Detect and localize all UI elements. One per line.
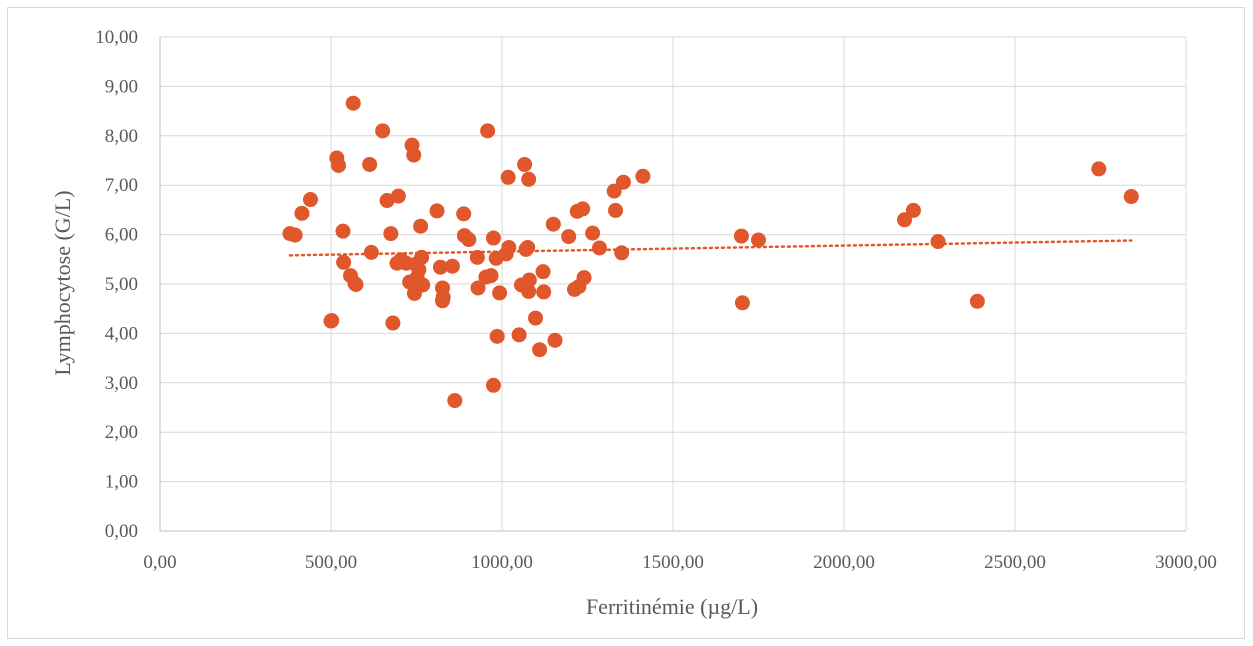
data-point (734, 295, 750, 311)
data-point (444, 258, 460, 274)
data-point (483, 268, 499, 284)
data-point (751, 232, 766, 248)
y-tick-label: 9,00 (105, 76, 138, 97)
y-axis-title: Lymphocytose (G/L) (50, 190, 75, 375)
data-point (511, 327, 527, 343)
data-point (434, 293, 450, 309)
data-point (521, 283, 537, 299)
data-point (383, 226, 399, 242)
data-point (485, 377, 501, 393)
x-tick-label: 2500,00 (984, 552, 1046, 573)
data-point (733, 228, 749, 244)
data-point (335, 223, 351, 239)
data-point (406, 147, 422, 163)
data-point (897, 212, 913, 228)
y-tick-label: 6,00 (105, 225, 138, 246)
data-point (348, 276, 364, 292)
data-point (429, 203, 445, 219)
x-tick-labels: 0,00 500,00 1000,00 1500,00 2000,00 2500,00 30… (143, 552, 1217, 573)
data-point (905, 202, 921, 218)
data-point (517, 156, 533, 172)
data-point (411, 262, 427, 278)
data-point (447, 393, 463, 409)
data-point (363, 244, 379, 260)
x-tick-label: 2000,00 (813, 552, 875, 573)
data-point (345, 95, 361, 111)
y-tick-label: 4,00 (105, 323, 138, 344)
trendline-layer (288, 239, 1133, 257)
data-point (1123, 189, 1139, 205)
y-tick-labels: 0,00 1,00 2,00 3,00 4,00 5,00 6,00 7,00 8,00 9,00… (95, 27, 138, 542)
data-point (432, 259, 448, 275)
data-point (585, 225, 601, 241)
data-point (615, 174, 631, 190)
data-point (930, 234, 946, 250)
data-point (969, 293, 985, 309)
data-point (413, 218, 429, 234)
data-point (379, 193, 395, 209)
data-point (461, 232, 477, 248)
x-tick-label: 500,00 (305, 552, 357, 573)
y-tick-label: 1,00 (105, 472, 138, 493)
x-axis-title: Ferritinémie (µg/L) (586, 594, 758, 619)
data-point (520, 239, 536, 255)
data-point (521, 171, 537, 187)
y-tick-label: 8,00 (105, 126, 138, 147)
data-point (336, 254, 352, 270)
y-tick-label: 2,00 (105, 422, 138, 443)
data-point (375, 123, 391, 139)
x-tick-label: 0,00 (143, 552, 176, 573)
data-point (456, 206, 472, 222)
data-point (501, 239, 517, 255)
data-point (606, 183, 622, 199)
data-point (331, 157, 347, 173)
data-point (324, 313, 340, 329)
data-point (390, 188, 406, 204)
data-point (415, 277, 431, 293)
data-point (485, 230, 501, 246)
data-point (536, 284, 552, 300)
data-point (547, 332, 563, 348)
x-tick-label: 3000,00 (1155, 552, 1217, 573)
y-tick-label: 10,00 (95, 27, 138, 48)
data-point (469, 249, 485, 265)
data-points (282, 95, 1139, 409)
data-point (1091, 161, 1107, 177)
data-point (608, 202, 624, 218)
data-point (635, 168, 651, 184)
data-point (489, 328, 505, 344)
data-point (591, 240, 607, 256)
data-point (575, 201, 591, 217)
data-point (362, 156, 378, 172)
y-tick-label: 7,00 (105, 175, 138, 196)
gridlines (159, 36, 1187, 532)
data-point (521, 272, 537, 288)
data-point (480, 123, 496, 139)
data-point (561, 229, 577, 245)
data-point (614, 245, 630, 261)
data-point (302, 192, 318, 208)
data-point (414, 249, 430, 265)
trendline (288, 239, 1133, 257)
data-point (528, 310, 544, 326)
x-tick-label: 1500,00 (642, 552, 704, 573)
data-point (470, 280, 486, 296)
data-point (287, 227, 303, 243)
data-point (500, 169, 516, 185)
y-tick-label: 0,00 (105, 521, 138, 542)
data-point (535, 264, 551, 280)
data-point (385, 315, 401, 331)
data-point (532, 342, 548, 358)
data-point (492, 285, 508, 301)
chart-frame (7, 7, 1245, 639)
data-point (294, 205, 310, 221)
y-tick-label: 5,00 (105, 274, 138, 295)
data-point (576, 270, 592, 286)
data-point (545, 216, 561, 232)
x-tick-label: 1000,00 (471, 552, 533, 573)
y-tick-label: 3,00 (105, 373, 138, 394)
